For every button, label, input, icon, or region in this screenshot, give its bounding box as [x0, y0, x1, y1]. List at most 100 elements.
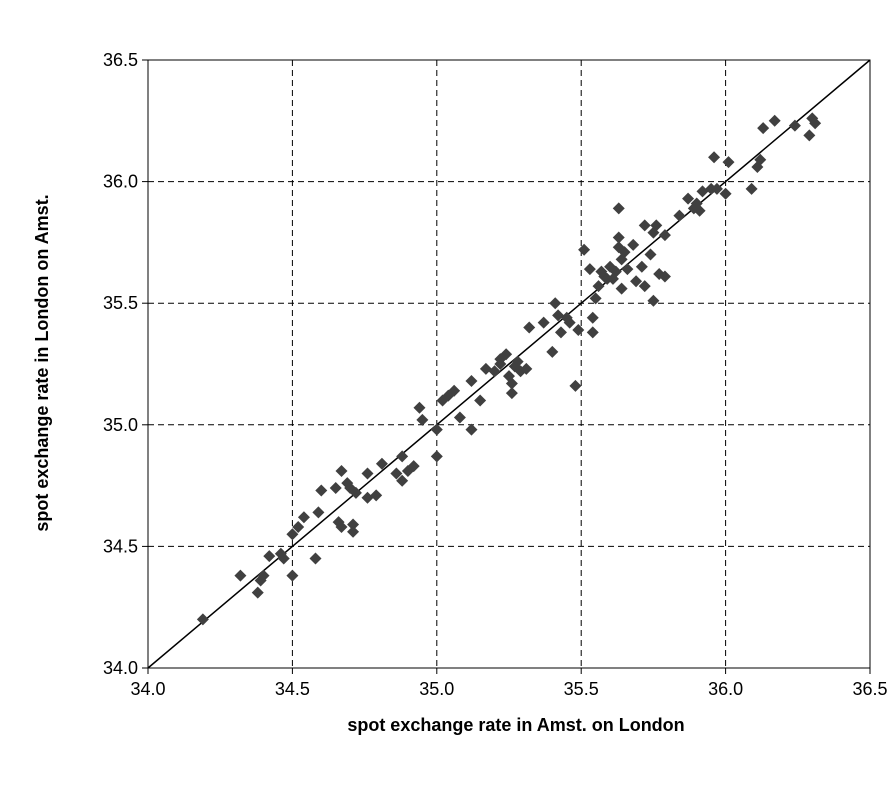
data-point [286, 528, 299, 541]
y-tick-label: 34.0 [103, 658, 138, 678]
x-tick-label: 36.0 [708, 679, 743, 699]
data-point [474, 394, 487, 407]
data-point [196, 613, 209, 626]
data-point [335, 520, 348, 533]
data-point [627, 238, 640, 251]
data-point [708, 151, 721, 164]
data-point [396, 450, 409, 463]
data-point [312, 506, 325, 519]
data-point [292, 520, 305, 533]
y-tick-label: 36.5 [103, 50, 138, 70]
data-point [572, 323, 585, 336]
data-point [329, 482, 342, 495]
data-point [638, 219, 651, 232]
data-point [277, 552, 290, 565]
data-point [658, 270, 671, 283]
data-point [257, 569, 270, 582]
data-point [349, 486, 362, 499]
data-point [335, 465, 348, 478]
x-axis-title: spot exchange rate in Amst. on London [347, 715, 684, 735]
data-point [586, 311, 599, 324]
data-point [309, 552, 322, 565]
data-point [315, 484, 328, 497]
data-point [809, 117, 822, 130]
tick-labels: 34.0 34.5 35.0 35.5 36.0 36.5 34.0 34.5 35.0 35.5… [103, 50, 888, 699]
y-tick-label: 34.5 [103, 536, 138, 556]
data-point [578, 243, 591, 256]
data-point [453, 411, 466, 424]
data-point [658, 229, 671, 242]
data-point [563, 316, 576, 329]
scatter-chart: 34.0 34.5 35.0 35.5 36.0 36.5 34.0 34.5 35.0 35.5… [32, 50, 888, 735]
reference-line [147, 59, 871, 669]
data-point [347, 518, 360, 531]
x-tick-label: 35.5 [564, 679, 599, 699]
data-point [554, 326, 567, 339]
data-point [347, 525, 360, 538]
data-point [479, 362, 492, 375]
data-point [505, 387, 518, 400]
data-point [523, 321, 536, 334]
data-point [520, 362, 533, 375]
data-point [788, 119, 801, 132]
y-tick-label: 36.0 [103, 172, 138, 192]
y-axis-title: spot exchange rate in London on Amst. [32, 194, 52, 531]
data-points [196, 112, 822, 626]
data-point [511, 355, 524, 368]
data-point [768, 114, 781, 127]
x-tick-label: 34.0 [130, 679, 165, 699]
x-tick-label: 34.5 [275, 679, 310, 699]
data-point [682, 192, 695, 205]
data-point [615, 282, 628, 295]
data-point [416, 413, 429, 426]
data-point [430, 450, 443, 463]
data-point [263, 550, 276, 563]
data-point [448, 384, 461, 397]
data-point [413, 401, 426, 414]
data-point [500, 348, 513, 361]
data-point [549, 297, 562, 310]
data-point [719, 187, 732, 200]
plot-border [147, 59, 871, 669]
data-point [754, 153, 767, 166]
data-point [618, 246, 631, 259]
data-point [569, 379, 582, 392]
data-point [673, 209, 686, 222]
data-point [505, 377, 518, 390]
data-point [722, 156, 735, 169]
data-point [586, 326, 599, 339]
data-point [297, 511, 310, 524]
reference-line-group [147, 59, 871, 669]
data-point [710, 182, 723, 195]
data-point [612, 231, 625, 244]
data-point [361, 467, 374, 480]
y-tick-label: 35.0 [103, 415, 138, 435]
data-point [465, 423, 478, 436]
data-point [234, 569, 247, 582]
data-point [488, 365, 501, 378]
chart-frame: 34.0 34.5 35.0 35.5 36.0 36.5 34.0 34.5 35.0 35.5… [6, 6, 894, 784]
data-point [375, 457, 388, 470]
data-point [370, 489, 383, 502]
data-point [390, 467, 403, 480]
data-point [430, 423, 443, 436]
x-tick-label: 35.0 [419, 679, 454, 699]
data-point [396, 474, 409, 487]
data-point [612, 202, 625, 215]
data-point [647, 294, 660, 307]
data-point [589, 292, 602, 305]
data-point [546, 345, 559, 358]
axes [142, 59, 871, 674]
data-point [745, 182, 758, 195]
data-point [592, 280, 605, 293]
data-point [644, 248, 657, 261]
data-point [757, 122, 770, 135]
data-point [635, 260, 648, 273]
data-point [621, 263, 634, 276]
data-point [650, 219, 663, 232]
data-point [693, 204, 706, 217]
data-point [465, 375, 478, 388]
data-point [537, 316, 550, 329]
data-point [638, 280, 651, 293]
data-point [286, 569, 299, 582]
